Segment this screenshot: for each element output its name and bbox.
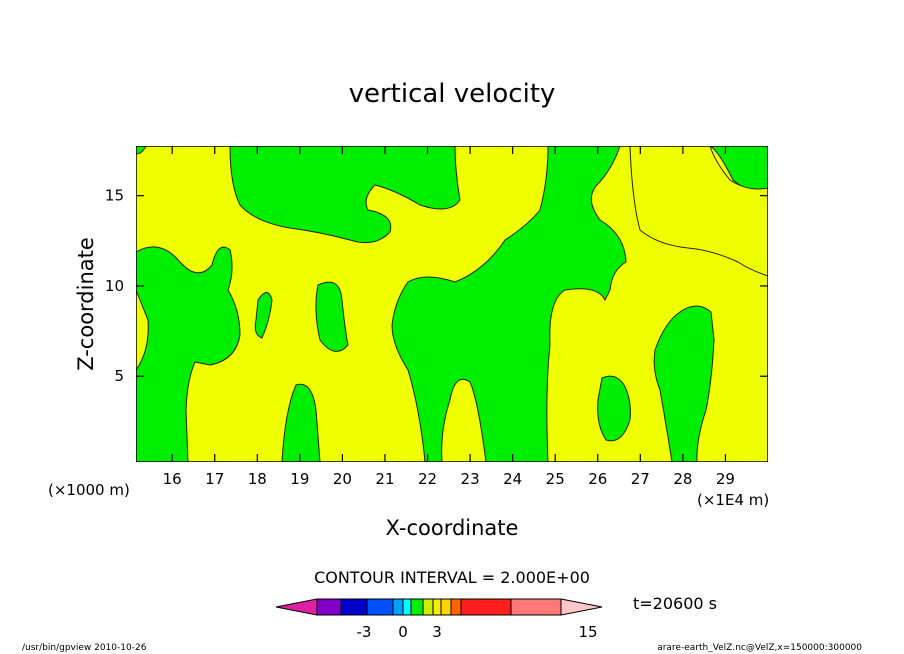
x-tick-label: 21 bbox=[375, 470, 394, 488]
colorbar-segment bbox=[440, 598, 452, 616]
colorbar-segment bbox=[316, 598, 342, 616]
time-label: t=20600 s bbox=[633, 594, 717, 613]
footer-left: /usr/bin/gpview 2010-10-26 bbox=[22, 643, 147, 653]
colorbar-arrow-low bbox=[275, 598, 318, 616]
x-unit-right: (×1E4 m) bbox=[697, 491, 769, 509]
y-axis-label: Z-coordinate bbox=[74, 237, 98, 371]
colorbar: -3 0 3 15 bbox=[275, 598, 603, 641]
x-tick-label: 19 bbox=[290, 470, 309, 488]
colorbar-segment bbox=[366, 598, 394, 616]
x-tick-label: 20 bbox=[333, 470, 352, 488]
contour-field bbox=[136, 146, 768, 462]
region bbox=[653, 305, 715, 462]
x-tick-label: 16 bbox=[163, 470, 182, 488]
colorbar-tick-label: 15 bbox=[578, 623, 597, 641]
region bbox=[597, 375, 631, 442]
colorbar-segment bbox=[450, 598, 462, 616]
region bbox=[229, 146, 461, 244]
colorbar-arrow-high bbox=[560, 598, 603, 616]
colorbar-segment bbox=[510, 598, 562, 616]
contour-interval: CONTOUR INTERVAL = 2.000E+00 bbox=[314, 568, 590, 587]
x-axis: 16 17 18 19 20 21 22 23 24 25 26 27 28 29 bbox=[163, 146, 735, 488]
x-tick-label: 22 bbox=[418, 470, 437, 488]
y-tick-label: 10 bbox=[105, 277, 124, 295]
y-tick-label: 5 bbox=[114, 367, 124, 385]
colorbar-tick-label: 0 bbox=[398, 623, 408, 641]
region bbox=[281, 383, 321, 462]
region bbox=[136, 246, 241, 462]
x-tick-label: 29 bbox=[716, 470, 735, 488]
x-tick-label: 27 bbox=[631, 470, 650, 488]
x-tick-label: 26 bbox=[588, 470, 607, 488]
y-tick-label: 15 bbox=[105, 187, 124, 205]
region bbox=[391, 146, 627, 462]
colorbar-segment bbox=[402, 598, 412, 616]
footer-right: arare-earth_VelZ.nc@VelZ,x=150000:300000 bbox=[657, 643, 862, 653]
y-axis: 5 10 15 bbox=[105, 187, 768, 385]
colorbar-tick-label: 3 bbox=[432, 623, 442, 641]
colorbar-segment bbox=[340, 598, 368, 616]
colorbar-segment bbox=[432, 598, 442, 616]
x-axis-label: X-coordinate bbox=[386, 516, 519, 540]
region bbox=[629, 146, 768, 277]
x-tick-label: 25 bbox=[546, 470, 565, 488]
x-tick-label: 28 bbox=[673, 470, 692, 488]
x-tick-label: 24 bbox=[503, 470, 522, 488]
x-unit-left: (×1000 m) bbox=[48, 481, 130, 499]
x-tick-label: 18 bbox=[248, 470, 267, 488]
region bbox=[315, 281, 349, 352]
x-tick-label: 17 bbox=[205, 470, 224, 488]
colorbar-segment bbox=[410, 598, 424, 616]
colorbar-tick-label: -3 bbox=[357, 623, 372, 641]
x-tick-label: 23 bbox=[461, 470, 480, 488]
chart-title: vertical velocity bbox=[349, 79, 556, 109]
contour-regions bbox=[136, 146, 768, 462]
region bbox=[254, 292, 273, 339]
colorbar-segment bbox=[392, 598, 404, 616]
colorbar-segment bbox=[422, 598, 434, 616]
colorbar-segment bbox=[460, 598, 512, 616]
